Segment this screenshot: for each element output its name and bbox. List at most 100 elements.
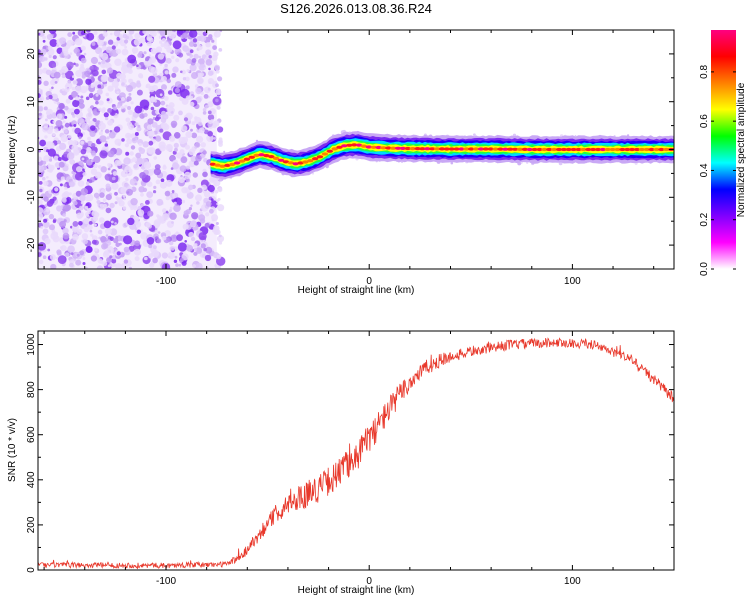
noise-speckle	[185, 95, 191, 101]
noise-speckle	[183, 117, 189, 122]
noise-speckle	[147, 130, 153, 137]
noise-speckle	[52, 93, 58, 100]
noise-speckle	[153, 245, 157, 250]
noise-speckle	[54, 128, 59, 133]
noise-speckle	[58, 102, 65, 110]
noise-speckle	[86, 147, 92, 153]
noise-speckle	[105, 207, 112, 214]
noise-speckle	[90, 125, 96, 131]
noise-speckle	[83, 52, 87, 56]
noise-speckle	[202, 108, 207, 112]
colorbar: 0.0 0.2 0.4 0.6 0.8 Normalized spectral ampl…	[699, 30, 747, 276]
noise-speckle	[190, 220, 197, 227]
noise-speckle	[75, 78, 83, 86]
noise-speckle	[168, 209, 172, 213]
track-peak	[546, 147, 553, 152]
noise-speckle	[123, 235, 133, 245]
noise-speckle	[214, 264, 218, 267]
noise-speckle	[56, 113, 63, 120]
track-peak	[516, 147, 524, 151]
noise-speckle	[151, 121, 158, 128]
noise-speckle	[150, 67, 158, 74]
noise-speckle	[157, 53, 165, 60]
noise-speckle	[78, 136, 82, 140]
noise-speckle	[111, 258, 117, 264]
noise-speckle	[116, 160, 122, 166]
colorbar-tick-label: 0.4	[699, 163, 710, 177]
noise-speckle	[116, 72, 123, 79]
noise-speckle	[70, 252, 74, 256]
noise-speckle	[77, 117, 84, 125]
track-peak	[380, 146, 387, 150]
noise-speckle	[130, 198, 138, 206]
noise-speckle	[101, 69, 107, 75]
noise-speckle	[195, 155, 202, 162]
noise-speckle	[133, 164, 138, 169]
noise-speckle	[164, 190, 171, 197]
noise-speckle	[196, 201, 200, 205]
noise-speckle	[72, 227, 78, 233]
noise-speckle	[98, 61, 101, 65]
noise-speckle	[133, 206, 138, 211]
track-peak	[292, 162, 299, 166]
noise-speckle	[86, 210, 91, 215]
noise-speckle	[77, 180, 85, 187]
noise-speckle	[216, 202, 219, 206]
noise-speckle	[89, 229, 93, 233]
noise-speckle	[137, 209, 145, 217]
noise-speckle	[196, 62, 200, 67]
noise-speckle	[40, 226, 44, 229]
noise-speckle	[213, 30, 221, 38]
noise-speckle	[115, 48, 122, 55]
noise-speckle	[185, 76, 190, 82]
noise-speckle	[42, 126, 49, 133]
noise-speckle	[139, 74, 144, 79]
y-tick-label: 1000	[26, 333, 37, 356]
noise-speckle	[45, 69, 52, 76]
x-tick-label: -100	[156, 276, 176, 287]
noise-speckle	[75, 190, 82, 197]
noise-speckle	[77, 132, 83, 138]
noise-speckle	[57, 157, 62, 161]
noise-speckle	[205, 201, 212, 207]
noise-speckle	[60, 125, 64, 129]
noise-speckle	[60, 246, 63, 250]
track-peak	[624, 147, 631, 152]
noise-speckle	[153, 185, 157, 189]
track-peak	[536, 147, 543, 152]
track-peak	[229, 162, 236, 166]
noise-speckle	[42, 255, 47, 259]
track-peak	[351, 143, 358, 147]
noise-speckle	[160, 178, 165, 182]
noise-speckle	[99, 192, 105, 198]
noise-speckle	[204, 254, 212, 262]
noise-speckle	[104, 227, 112, 235]
noise-speckle	[43, 80, 49, 87]
noise-speckle	[207, 131, 213, 137]
noise-speckle	[195, 262, 203, 269]
noise-speckle	[106, 257, 112, 263]
noise-speckle	[121, 97, 125, 101]
noise-speckle	[64, 129, 68, 134]
track-peak	[214, 163, 221, 167]
noise-speckle	[148, 54, 152, 57]
noise-speckle	[50, 79, 56, 86]
noise-speckle	[127, 35, 134, 41]
noise-speckle	[123, 246, 130, 253]
noise-speckle	[73, 62, 76, 66]
noise-speckle	[173, 204, 181, 212]
noise-speckle	[129, 151, 134, 156]
noise-speckle	[205, 246, 213, 254]
noise-speckle	[103, 112, 109, 118]
noise-speckle	[191, 58, 197, 63]
noise-speckle	[167, 90, 173, 95]
noise-speckle	[125, 117, 131, 123]
noise-speckle	[63, 219, 67, 223]
noise-speckle	[152, 84, 158, 91]
noise-speckle	[181, 32, 188, 39]
noise-speckle	[115, 242, 120, 248]
noise-speckle	[174, 81, 182, 88]
noise-speckle	[67, 32, 73, 37]
noise-speckle	[66, 152, 75, 160]
